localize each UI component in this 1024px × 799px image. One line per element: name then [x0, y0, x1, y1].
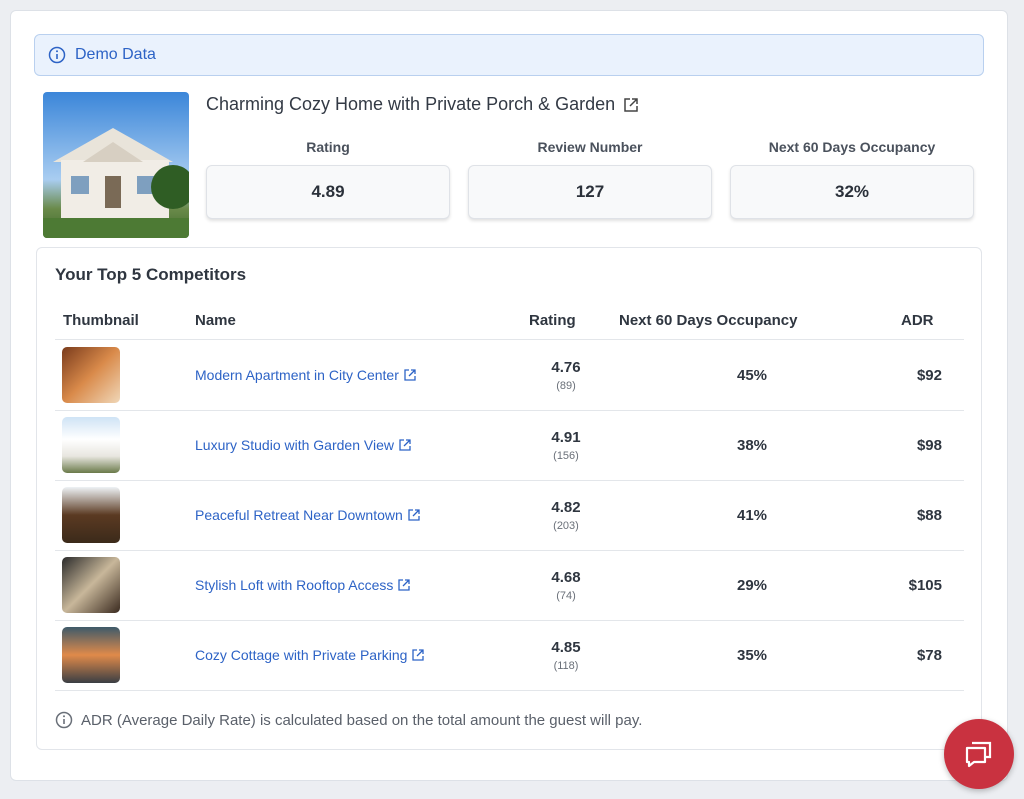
- property-title-text[interactable]: Charming Cozy Home with Private Porch & …: [206, 94, 616, 114]
- rating: 4.85: [551, 639, 581, 656]
- adr: $88: [916, 507, 942, 524]
- thumbnail: [62, 347, 120, 403]
- external-link-icon[interactable]: [411, 648, 425, 662]
- thumbnail: [62, 557, 120, 613]
- occupancy: 35%: [736, 647, 768, 664]
- thumbnail: [62, 417, 120, 473]
- column-header: Rating: [529, 312, 576, 329]
- property-title[interactable]: Charming Cozy Home with Private Porch & …: [206, 94, 639, 115]
- listing-link[interactable]: Peaceful Retreat Near Downtown: [195, 507, 421, 523]
- stat-value: 32%: [730, 165, 974, 219]
- occupancy: 29%: [736, 577, 768, 594]
- review-count: (203): [553, 520, 579, 532]
- listing-name[interactable]: Modern Apartment in City Center: [195, 367, 399, 383]
- listing-link[interactable]: Modern Apartment in City Center: [195, 367, 417, 383]
- listing-link[interactable]: Cozy Cottage with Private Parking: [195, 647, 425, 663]
- row-divider: [55, 550, 964, 551]
- listing-name[interactable]: Cozy Cottage with Private Parking: [195, 647, 408, 663]
- row-divider: [55, 339, 964, 340]
- listing-name[interactable]: Luxury Studio with Garden View: [195, 437, 394, 453]
- occupancy: 41%: [736, 507, 768, 524]
- review-count: (118): [553, 660, 579, 672]
- demo-banner: Demo Data: [34, 34, 984, 76]
- thumbnail: [62, 627, 120, 683]
- rating: 4.91: [551, 429, 581, 446]
- external-link-icon[interactable]: [407, 508, 421, 522]
- listing-link[interactable]: Stylish Loft with Rooftop Access: [195, 577, 411, 593]
- info-icon: [55, 711, 73, 729]
- banner-text: Demo Data: [75, 46, 156, 63]
- column-header: ADR: [901, 312, 934, 329]
- column-header: Next 60 Days Occupancy: [619, 312, 798, 329]
- stat-label: Rating: [306, 139, 350, 155]
- external-link-icon[interactable]: [397, 578, 411, 592]
- property-image: [43, 92, 189, 238]
- footnote: ADR (Average Daily Rate) is calculated b…: [55, 711, 642, 729]
- review-count: (89): [556, 380, 576, 392]
- adr: $105: [908, 577, 942, 594]
- house-illustration: [43, 128, 189, 238]
- row-divider: [55, 690, 964, 691]
- chat-button[interactable]: [944, 719, 1014, 789]
- listing-name[interactable]: Peaceful Retreat Near Downtown: [195, 507, 403, 523]
- thumbnail: [62, 487, 120, 543]
- stat-label: Next 60 Days Occupancy: [768, 139, 936, 155]
- column-header: Thumbnail: [63, 312, 139, 329]
- adr: $92: [916, 367, 942, 384]
- external-link-icon[interactable]: [623, 97, 639, 113]
- occupancy: 45%: [736, 367, 768, 384]
- competitors-panel: [36, 247, 982, 750]
- listing-link[interactable]: Luxury Studio with Garden View: [195, 437, 412, 453]
- footnote-text: ADR (Average Daily Rate) is calculated b…: [81, 711, 643, 729]
- rating: 4.76: [551, 359, 581, 376]
- review-count: (156): [553, 450, 579, 462]
- external-link-icon[interactable]: [403, 368, 417, 382]
- competitors-heading: Your Top 5 Competitors: [55, 265, 247, 284]
- column-header: Name: [195, 312, 236, 329]
- stat-value: 4.89: [206, 165, 450, 219]
- rating: 4.68: [551, 569, 581, 586]
- chat-icon[interactable]: [962, 737, 996, 771]
- row-divider: [55, 410, 964, 411]
- review-count: (74): [556, 590, 576, 602]
- info-icon: [48, 46, 66, 64]
- adr: $78: [916, 647, 942, 664]
- rating: 4.82: [551, 499, 581, 516]
- listing-name[interactable]: Stylish Loft with Rooftop Access: [195, 577, 394, 593]
- row-divider: [55, 480, 964, 481]
- row-divider: [55, 620, 964, 621]
- adr: $98: [916, 437, 942, 454]
- occupancy: 38%: [736, 437, 768, 454]
- external-link-icon[interactable]: [398, 438, 412, 452]
- stat-value: 127: [468, 165, 712, 219]
- stat-label: Review Number: [537, 139, 643, 155]
